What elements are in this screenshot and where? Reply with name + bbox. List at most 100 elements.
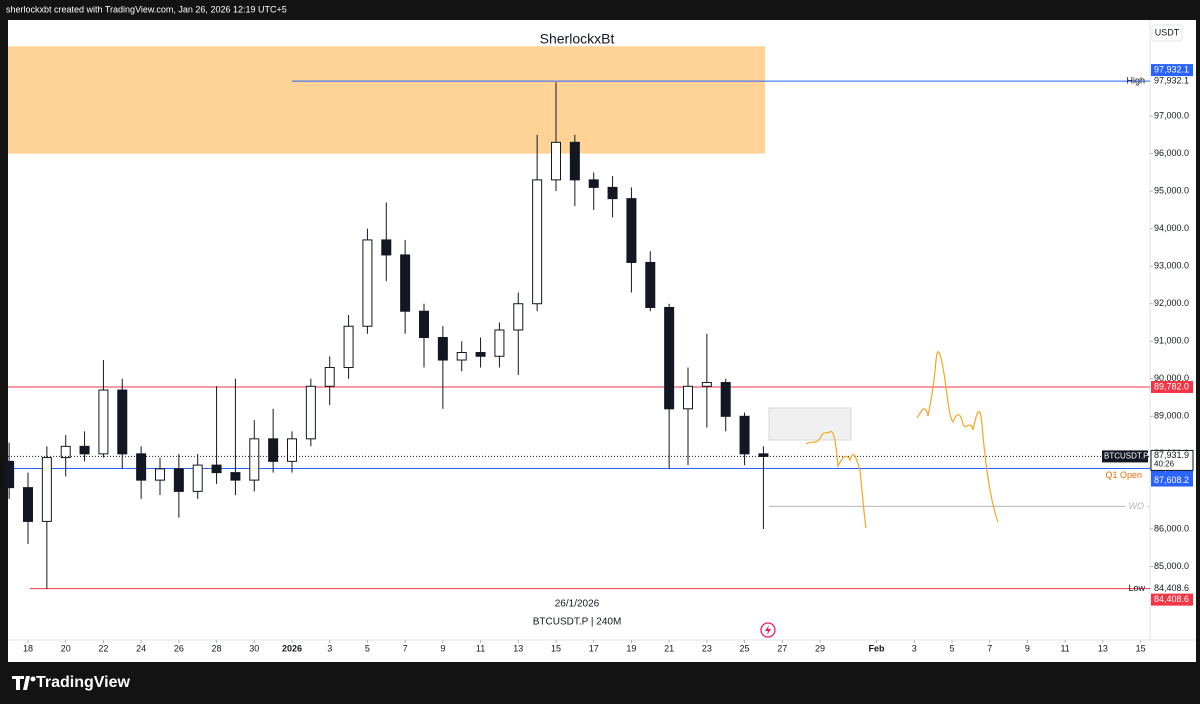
countdown: 40:26 <box>1154 460 1175 469</box>
candle-body <box>682 385 693 410</box>
price-box <box>1151 64 1193 77</box>
header: sherlockxbt created with TradingView.com… <box>6 4 287 14</box>
currency-box <box>1151 24 1183 42</box>
candle-body <box>550 141 561 181</box>
logo-mark <box>30 676 36 682</box>
candle-body <box>569 141 580 181</box>
price-box <box>1151 593 1193 606</box>
x-tick-label: 5 <box>365 643 370 653</box>
price-label: 89,782.0 <box>1154 381 1189 391</box>
x-tick-label: 7 <box>987 643 992 653</box>
x-tick-label: 3 <box>327 643 332 653</box>
level-name: Low <box>1128 583 1145 593</box>
logo-mark <box>12 676 30 690</box>
x-tick-label: 27 <box>777 643 787 653</box>
candle-body <box>41 457 52 522</box>
y-tick-label: 85,000.0 <box>1154 561 1189 571</box>
candle-body <box>739 415 750 455</box>
y-tick-label: 97,000.0 <box>1154 110 1189 120</box>
x-tick-label: 2026 <box>282 643 302 653</box>
x-tick-label: 21 <box>664 643 674 653</box>
candle-body <box>645 261 656 308</box>
candle-body <box>475 352 486 357</box>
x-tick-label: 28 <box>212 643 222 653</box>
candle-body <box>211 464 222 474</box>
x-tick-label: 3 <box>912 643 917 653</box>
y-tick-label: 90,000.0 <box>1154 373 1189 383</box>
x-tick-label: 18 <box>23 643 33 653</box>
x-tick-label: 7 <box>403 643 408 653</box>
x-tick-label: 9 <box>440 643 445 653</box>
candle-body <box>230 472 241 481</box>
candle-body <box>494 329 505 357</box>
price-label: 84,408.6 <box>1154 594 1189 604</box>
symbol-tag: BTCUSDT.P <box>1104 452 1148 461</box>
candle-body <box>513 303 524 331</box>
level-name: High <box>1126 75 1145 85</box>
candle-body <box>173 468 184 492</box>
candle-body <box>418 310 429 339</box>
x-tick-label: 29 <box>815 643 825 653</box>
x-tick-label: 11 <box>1060 643 1069 653</box>
symbol-label: BTCUSDT.P | 240M <box>533 617 622 628</box>
y-tick-label: 96,000.0 <box>1154 148 1189 158</box>
currency: USDT <box>1155 27 1180 37</box>
supply-zone <box>8 46 765 154</box>
candle-body <box>249 438 260 481</box>
candle-body <box>701 382 712 387</box>
projection <box>805 430 867 529</box>
candle-body <box>117 389 128 455</box>
level-name: Q1 Open <box>1105 470 1142 480</box>
y-tick-label: 91,000.0 <box>1154 336 1189 346</box>
candle-body <box>79 445 90 455</box>
x-tick-label: 23 <box>702 643 712 653</box>
candle-body <box>136 453 147 481</box>
price-box <box>1151 474 1193 487</box>
footer-logo: TradingView <box>36 674 131 691</box>
x-tick-label: 15 <box>1136 643 1146 653</box>
x-tick-label: 13 <box>1098 643 1108 653</box>
price-label: 97,932.1 <box>1154 64 1189 74</box>
candle-body <box>324 367 335 387</box>
x-tick-label: 11 <box>476 643 485 653</box>
candle-body <box>60 445 71 459</box>
candle-body <box>154 468 165 481</box>
x-tick-label: 9 <box>1025 643 1030 653</box>
level-name: WO - <box>1128 501 1149 511</box>
x-tick-label: 24 <box>136 643 146 653</box>
candle-body <box>286 438 297 462</box>
candle-body <box>437 337 448 361</box>
y-tick-label: 89,000.0 <box>1154 411 1189 421</box>
candle-body <box>626 198 637 263</box>
plot: 85,000.086,000.088,000.089,000.090,000.0… <box>4 46 1194 653</box>
y-tick-label: 92,000.0 <box>1154 298 1189 308</box>
chart-title: SherlockxBt <box>540 31 615 47</box>
gray-box <box>768 407 852 441</box>
price-box <box>1150 449 1194 471</box>
x-tick-label: 26 <box>174 643 184 653</box>
date-label: 26/1/2026 <box>555 599 600 610</box>
x-tick-label: 5 <box>949 643 954 653</box>
candle-body <box>758 453 769 457</box>
candle-body <box>664 306 675 410</box>
price-label: 87,931.9 <box>1154 450 1189 460</box>
price-label: 84,408.6 <box>1154 583 1189 593</box>
y-tick-label: 86,000.0 <box>1154 523 1189 533</box>
price-label: 87,608.2 <box>1154 475 1189 485</box>
x-tick-label: Feb <box>869 643 886 653</box>
projection <box>916 351 999 523</box>
symbol-box <box>1102 450 1148 463</box>
candle-body <box>22 487 33 522</box>
x-tick-label: 15 <box>551 643 561 653</box>
x-tick-label: 25 <box>740 643 750 653</box>
price-label: 97,932.1 <box>1154 75 1189 85</box>
lightning-icon[interactable] <box>760 622 776 638</box>
candle-body <box>4 460 15 489</box>
candle-body <box>532 179 543 305</box>
candle-body <box>268 438 279 462</box>
candle-body <box>607 186 618 200</box>
lightning-icon <box>765 625 771 635</box>
price-box <box>1151 380 1193 393</box>
candle-body <box>98 389 109 455</box>
